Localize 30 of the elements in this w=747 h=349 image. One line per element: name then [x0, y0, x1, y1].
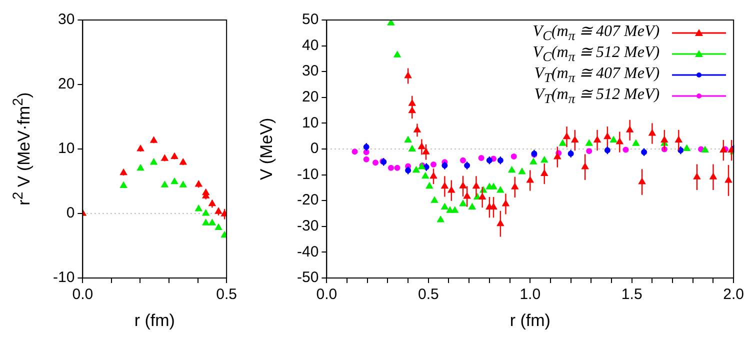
y-tick-label: 30 [302, 62, 319, 80]
legend-label: V$_{T}$(m$_{π}$ ≅ 512 MeV) [534, 84, 660, 108]
y-tick-label: 20 [302, 88, 319, 106]
y-tick-label: 20 [58, 76, 75, 93]
y-tick-label: 0 [310, 140, 319, 158]
x-axis-title: r (fm) [133, 311, 176, 331]
y-tick-label: 0 [66, 204, 75, 222]
y-tick-label: 10 [302, 114, 319, 132]
y-tick-label: 50 [302, 11, 319, 28]
y-tick-label: -20 [296, 192, 319, 209]
y-axis-title: V (MeV) [257, 118, 277, 180]
x-tick-label: 1.0 [520, 286, 541, 304]
legend-label: V$_{C}$(m$_{π}$ ≅ 512 MeV) [532, 42, 660, 66]
y-tick-label: 30 [58, 11, 75, 28]
y-tick-label: -50 [296, 269, 319, 286]
y-tick-label: -10 [52, 269, 75, 286]
legend-label: V$_{T}$(m$_{π}$ ≅ 407 MeV) [534, 64, 660, 86]
x-tick-label: 0.5 [216, 286, 238, 304]
y-tick-label: 40 [302, 36, 319, 54]
x-tick-label: 1.5 [621, 286, 642, 304]
x-tick-label: 0.5 [418, 286, 439, 304]
x-axis-title: r (fm) [508, 311, 552, 331]
y-tick-label: -30 [296, 218, 319, 235]
y-tick-label: -10 [296, 166, 319, 183]
x-tick-label: 2.0 [723, 286, 744, 304]
x-tick-label: 0.0 [72, 286, 94, 304]
y-tick-label: -40 [296, 243, 319, 260]
legend-label: V$_{C}$(m$_{π}$ ≅ 407 MeV) [532, 22, 660, 44]
y-tick-label: 10 [58, 140, 75, 158]
x-tick-label: 0.0 [316, 286, 338, 304]
